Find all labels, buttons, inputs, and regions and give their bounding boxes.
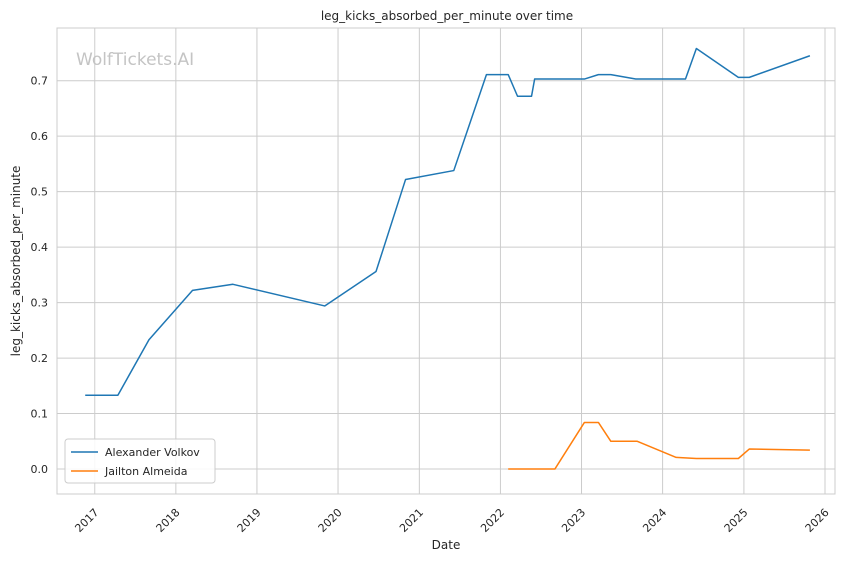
y-axis-title: leg_kicks_absorbed_per_minute <box>9 166 23 357</box>
y-tick-label: 0.0 <box>31 463 49 476</box>
watermark-text: WolfTickets.AI <box>76 50 194 70</box>
legend-label: Jailton Almeida <box>104 465 187 478</box>
series-lines <box>85 47 811 470</box>
y-tick-label: 0.1 <box>31 408 49 421</box>
x-axis-ticks: 2017 2018 2019 2020 2021 2022 2023 2024 2025 2026 <box>72 506 831 535</box>
legend-label: Alexander Volkov <box>105 446 200 459</box>
plot-area <box>57 28 835 494</box>
y-tick-label: 0.2 <box>31 352 49 365</box>
series-line-jailton-almeida <box>508 421 810 470</box>
y-tick-label: 0.3 <box>31 297 49 310</box>
x-axis-title: Date <box>432 538 461 552</box>
y-tick-label: 0.5 <box>31 186 49 199</box>
y-tick-label: 0.4 <box>31 241 49 254</box>
legend-box <box>64 438 216 484</box>
grid-lines <box>57 28 835 494</box>
y-axis-ticks: 0.0 0.1 0.2 0.3 0.4 0.5 0.6 0.7 <box>31 75 49 476</box>
series-line-alexander-volkov <box>85 47 811 396</box>
y-tick-label: 0.7 <box>31 75 49 88</box>
legend: Alexander Volkov Jailton Almeida <box>64 438 216 484</box>
y-tick-label: 0.6 <box>31 130 49 143</box>
chart-title: leg_kicks_absorbed_per_minute over time <box>321 9 573 23</box>
plot-frame <box>56 27 836 495</box>
